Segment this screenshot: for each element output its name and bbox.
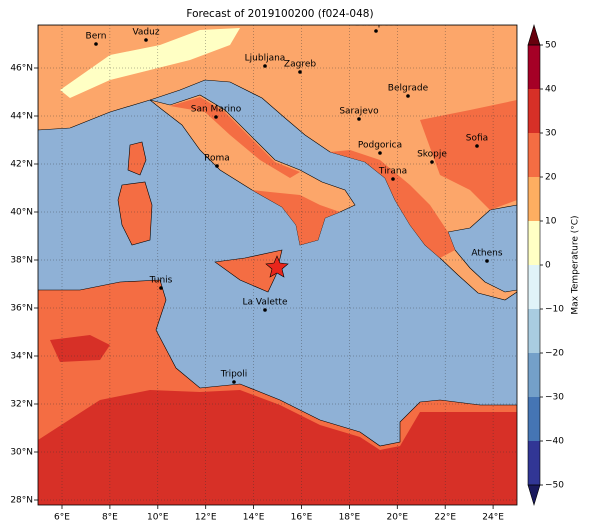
city-label: San Marino bbox=[191, 105, 242, 115]
city-label: Sofia bbox=[466, 134, 488, 144]
city-dot bbox=[215, 164, 219, 168]
colorbar-over bbox=[527, 23, 541, 46]
colorbar-bin bbox=[528, 397, 540, 441]
city-label: Skopje bbox=[417, 150, 447, 160]
city-label: Podgorica bbox=[358, 141, 402, 151]
y-tick-label: 40°N bbox=[10, 208, 33, 218]
land-africa-hot-west bbox=[50, 335, 110, 362]
y-tick-label: 28°N bbox=[10, 496, 33, 506]
colorbar-bin bbox=[528, 177, 540, 221]
colorbar-bin bbox=[528, 309, 540, 353]
colorbar-tick-label: −10 bbox=[545, 305, 564, 315]
colorbar-under bbox=[527, 484, 541, 507]
city-dot bbox=[406, 94, 410, 98]
x-tick-label: 16°E bbox=[291, 513, 313, 523]
x-tick-label: 20°E bbox=[386, 513, 408, 523]
y-tick-label: 46°N bbox=[10, 64, 33, 74]
colorbar-tick-label: −40 bbox=[545, 437, 564, 447]
y-tick-label: 34°N bbox=[10, 352, 33, 362]
city-label: Tunis bbox=[149, 276, 173, 286]
graticule bbox=[38, 25, 517, 505]
colorbar-tick-label: 50 bbox=[545, 41, 557, 51]
land-alps-cool bbox=[60, 28, 240, 98]
colorbar-label: Max Temperature (°C) bbox=[571, 215, 581, 314]
city-label: Tirana bbox=[378, 167, 407, 177]
city-dot bbox=[298, 70, 302, 74]
y-tick-label: 42°N bbox=[10, 160, 33, 170]
map-title: Forecast of 2019100200 (f024-048) bbox=[186, 8, 373, 20]
city-label: Bern bbox=[86, 32, 107, 42]
city-label: Athens bbox=[471, 249, 502, 259]
city-label: La Valette bbox=[243, 298, 288, 308]
colorbar-tick-label: 20 bbox=[545, 173, 557, 183]
colorbar-bin bbox=[528, 89, 540, 133]
city-label: Sarajevo bbox=[339, 107, 379, 117]
city-dot bbox=[232, 380, 236, 384]
x-tick-label: 18°E bbox=[339, 513, 361, 523]
city-dot bbox=[94, 42, 98, 46]
colorbar-tick-label: −20 bbox=[545, 349, 564, 359]
land-sicily bbox=[214, 249, 283, 293]
axes: 6°E 8°E 10°E 12°E 14°E 16°E 18°E 20°E 22°E 24°E 28… bbox=[10, 64, 504, 523]
colorbar-bin bbox=[528, 133, 540, 177]
city-label: Belgrade bbox=[388, 84, 429, 94]
colorbar-tick-label: 10 bbox=[545, 217, 557, 227]
event-star bbox=[265, 255, 289, 278]
city-dot bbox=[263, 64, 267, 68]
land-balkans-warm bbox=[330, 150, 455, 258]
colorbar-bin bbox=[528, 45, 540, 89]
city-label: Tripoli bbox=[220, 370, 248, 380]
city-label: Vaduz bbox=[132, 28, 159, 38]
city-dot bbox=[475, 144, 479, 148]
city-dot bbox=[485, 259, 489, 263]
y-tick-label: 38°N bbox=[10, 256, 33, 266]
colorbar-bin bbox=[528, 353, 540, 397]
x-tick-label: 10°E bbox=[147, 513, 169, 523]
land-italy-south bbox=[252, 190, 340, 245]
city-dot bbox=[357, 117, 361, 121]
city-label: Zagreb bbox=[284, 60, 316, 70]
y-tick-label: 44°N bbox=[10, 112, 33, 122]
city-label: Ljubljana bbox=[245, 54, 286, 64]
land-sardinia bbox=[117, 181, 153, 246]
colorbar-bin bbox=[528, 221, 540, 265]
y-tick-label: 30°N bbox=[10, 448, 33, 458]
colorbar-tick-label: 0 bbox=[545, 261, 551, 271]
land-east-warm bbox=[420, 100, 517, 210]
city-dot bbox=[391, 177, 395, 181]
city-dot bbox=[374, 29, 378, 33]
x-tick-label: 6°E bbox=[54, 513, 70, 523]
city-dot bbox=[430, 160, 434, 164]
x-tick-label: 8°E bbox=[102, 513, 118, 523]
y-tick-label: 36°N bbox=[10, 304, 33, 314]
land-italy-coast bbox=[170, 97, 300, 178]
colorbar: −50 −40 −30 −20 −10 0 10 20 30 40 50 Max Temperatur… bbox=[527, 23, 581, 507]
city-dot bbox=[263, 308, 267, 312]
x-tick-label: 12°E bbox=[195, 513, 217, 523]
colorbar-bin bbox=[528, 265, 540, 309]
colorbar-tick-label: 40 bbox=[545, 85, 557, 95]
colorbar-tick-label: −50 bbox=[545, 481, 564, 491]
land-corsica bbox=[127, 141, 147, 176]
city-dot bbox=[144, 38, 148, 42]
x-tick-label: 24°E bbox=[482, 513, 504, 523]
colorbar-bin bbox=[528, 441, 540, 485]
city-dot bbox=[378, 151, 382, 155]
city-label: Roma bbox=[204, 154, 230, 164]
map-frame bbox=[37, 24, 518, 506]
aegean-sea bbox=[447, 204, 517, 293]
x-tick-label: 14°E bbox=[243, 513, 265, 523]
city-label: Budapest bbox=[355, 19, 398, 29]
y-tick-label: 32°N bbox=[10, 400, 33, 410]
city-dot bbox=[159, 286, 163, 290]
colorbar-tick-label: −30 bbox=[545, 393, 564, 403]
city-dot bbox=[214, 115, 218, 119]
colorbar-tick-label: 30 bbox=[545, 129, 557, 139]
x-tick-label: 22°E bbox=[434, 513, 456, 523]
